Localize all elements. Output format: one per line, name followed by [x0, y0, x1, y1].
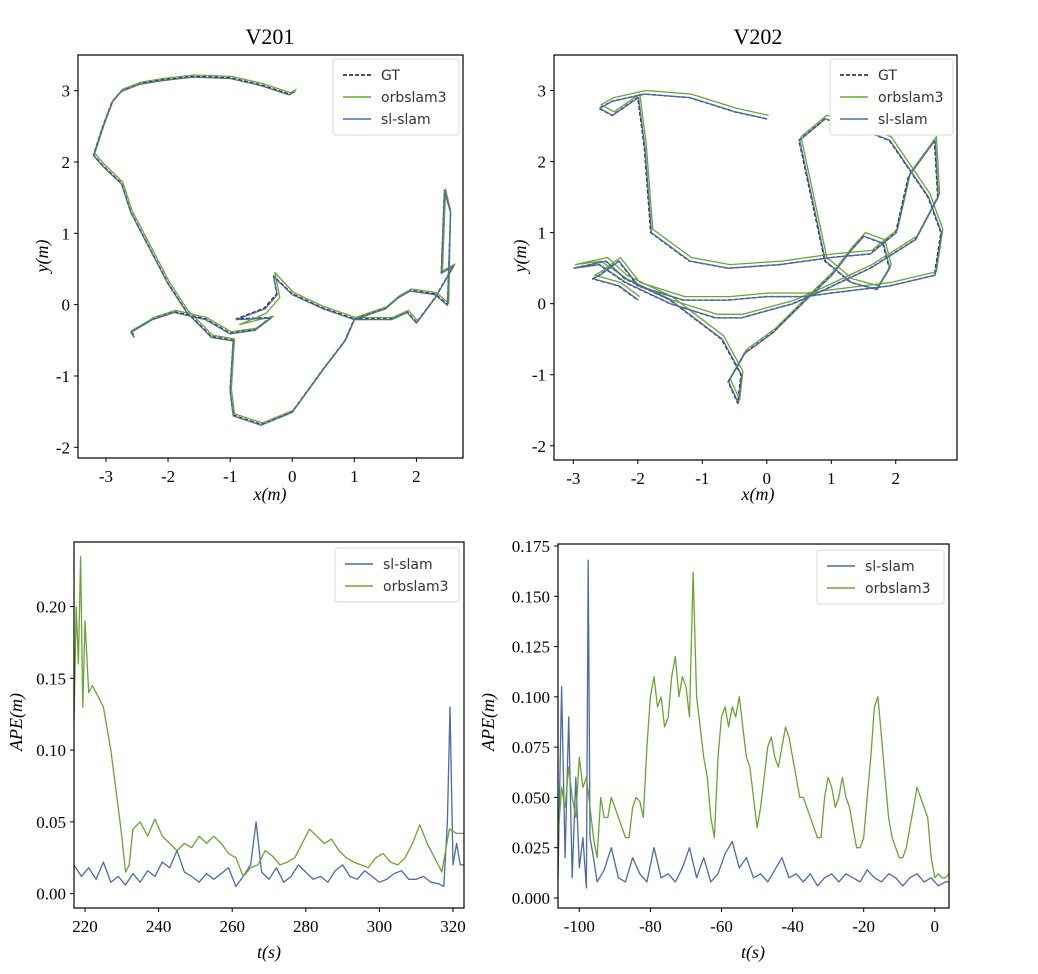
v201_ape-xtick-label: 280 — [293, 917, 319, 936]
v201-plot-frame — [77, 54, 464, 459]
v201_traj-legend-label-orbslam3: orbslam3 — [381, 90, 447, 106]
v202_traj-xtick-label: 2 — [891, 469, 900, 488]
v201-x-axis-label: x(m) — [253, 484, 287, 505]
v201-ape-x-axis-label: t(s) — [257, 942, 281, 963]
v201_ape-xtick-label: 220 — [72, 917, 98, 936]
v201_ape-series-orbslam3 — [74, 555, 464, 878]
v202_traj-xtick-label: 1 — [827, 469, 836, 488]
v201_traj-xtick-label: -2 — [161, 467, 175, 486]
v202-x-axis-label: x(m) — [741, 484, 775, 505]
v201_traj-xtick-label: -1 — [223, 467, 237, 486]
v201_ape-ytick-label: 0.15 — [36, 669, 66, 688]
v201-ape-y-axis-label: APE(m) — [6, 693, 27, 752]
v202_ape-ytick-label: 0.050 — [512, 788, 550, 807]
v201-ape-panel: 220 240 260 280 300 320 0.00 0.05 0.10 0.15 0.20 t… — [6, 541, 466, 963]
v201_ape-xtick-label: 240 — [146, 917, 172, 936]
v201-trajectory-panel: V201 -3 -2 -1 0 1 2 -2 -1 0 1 2 3 x(m) y(m) GT orbsl… — [32, 24, 464, 505]
v202_ape-xtick-label: -100 — [564, 917, 595, 936]
v202_traj-xtick-label: 0 — [763, 469, 772, 488]
v202_traj-legend-label-gt: GT — [878, 68, 897, 84]
v201_ape-ytick-label: 0.10 — [36, 741, 66, 760]
v202-title: V202 — [734, 24, 783, 49]
v201_ape-series-sl-slam — [74, 706, 464, 888]
v201_ape-xtick-label: 300 — [367, 917, 393, 936]
v202-ape-y-axis-label: APE(m) — [478, 693, 499, 752]
v201-y-axis-label: y(m) — [32, 240, 53, 275]
v201_ape-legend-label-sl-slam: sl-slam — [383, 557, 433, 573]
v202_traj-series-sl-slam — [573, 93, 943, 404]
v201_ape-legend-box — [334, 547, 460, 603]
v201_ape-ytick-label: 0.20 — [36, 598, 66, 617]
v202_ape-ytick-label: 0.000 — [512, 889, 550, 908]
v202_ape-xtick-label: -60 — [710, 917, 733, 936]
v201_traj-xtick-label: -3 — [99, 467, 113, 486]
v201_traj-ytick-label: -1 — [56, 367, 70, 386]
v201-title: V201 — [246, 24, 295, 49]
v202_traj-ytick-label: 1 — [538, 224, 547, 243]
v202_traj-legend-label-orbslam3: orbslam3 — [878, 90, 944, 106]
v201_traj-ytick-label: 1 — [62, 224, 71, 243]
v202-ape-legend: sl-slam orbslam3 — [816, 549, 945, 605]
v201-legend: GT orbslam3 sl-slam — [332, 58, 460, 136]
v202-trajectory-panel: V202 -3 -2 -1 0 1 2 -2 -1 0 1 2 3 x(m) y(m) GT orbsl… — [510, 24, 958, 505]
v202_traj-xtick-label: -1 — [695, 469, 709, 488]
v201_traj-series-sl-slam — [92, 76, 455, 426]
v202_traj-legend-box — [829, 58, 954, 136]
v201_traj-legend-label-sl-slam: sl-slam — [381, 112, 431, 128]
v202_ape-legend-label-orbslam3: orbslam3 — [865, 581, 931, 597]
v202_traj-legend-label-sl-slam: sl-slam — [878, 112, 928, 128]
v202_ape-ytick-label: 0.175 — [512, 537, 550, 556]
v202-y-axis-label: y(m) — [510, 240, 531, 275]
v201_traj-legend-box — [332, 58, 460, 136]
v201_ape-legend-label-orbslam3: orbslam3 — [383, 579, 449, 595]
v202_ape-xtick-label: -40 — [781, 917, 804, 936]
v202_ape-xtick-label: -80 — [639, 917, 662, 936]
v202_traj-ytick-label: 0 — [538, 295, 547, 314]
v202-ape-x-axis-label: t(s) — [741, 942, 765, 963]
v202_ape-legend-label-sl-slam: sl-slam — [865, 559, 915, 575]
v202_ape-ytick-label: 0.075 — [512, 738, 550, 757]
v201_ape-xtick-label: 260 — [219, 917, 245, 936]
v202_ape-ytick-label: 0.150 — [512, 587, 550, 606]
v202_traj-ytick-label: -2 — [532, 437, 546, 456]
v202-plot-frame — [553, 54, 958, 461]
v202-ape-panel: -100 -80 -60 -40 -20 0 0.000 0.025 0.050 0.075 0.1… — [478, 537, 950, 963]
v202_ape-legend-box — [816, 549, 945, 605]
v202_traj-series-orbslam3 — [574, 89, 944, 401]
v202_traj-series-gt — [572, 93, 942, 404]
v201_traj-ytick-label: -2 — [56, 438, 70, 457]
v201_traj-legend-label-gt: GT — [381, 68, 400, 84]
v201-ape-legend: sl-slam orbslam3 — [334, 547, 460, 603]
v202_ape-ytick-label: 0.025 — [512, 839, 550, 858]
v201_ape-ytick-label: 0.05 — [36, 813, 66, 832]
v201_traj-ytick-label: 0 — [62, 296, 71, 315]
v201_ape-ytick-label: 0.00 — [36, 885, 66, 904]
v202-legend: GT orbslam3 sl-slam — [829, 58, 954, 136]
v202_traj-ytick-label: -1 — [532, 366, 546, 385]
v202_traj-xtick-label: -2 — [631, 469, 645, 488]
v202_ape-xtick-label: -20 — [852, 917, 875, 936]
v202_ape-xtick-label: 0 — [931, 917, 940, 936]
v201_traj-ytick-label: 2 — [62, 153, 71, 172]
v202_traj-ytick-label: 3 — [538, 82, 547, 101]
v202_ape-series-orbslam3 — [558, 571, 949, 879]
v202_traj-xtick-label: -3 — [566, 469, 580, 488]
v201-ape-plot-frame — [73, 541, 465, 909]
v202_ape-ytick-label: 0.125 — [512, 638, 550, 657]
v201_traj-xtick-label: 0 — [288, 467, 297, 486]
v202-ape-plot-frame — [557, 543, 950, 909]
v201_traj-xtick-label: 1 — [350, 467, 359, 486]
v201_traj-xtick-label: 2 — [412, 467, 421, 486]
v202_traj-ytick-label: 2 — [538, 153, 547, 172]
v201_ape-xtick-label: 320 — [440, 917, 466, 936]
v201_traj-ytick-label: 3 — [62, 82, 71, 101]
v202_ape-ytick-label: 0.100 — [512, 688, 550, 707]
v202_ape-series-sl-slam — [558, 559, 949, 889]
